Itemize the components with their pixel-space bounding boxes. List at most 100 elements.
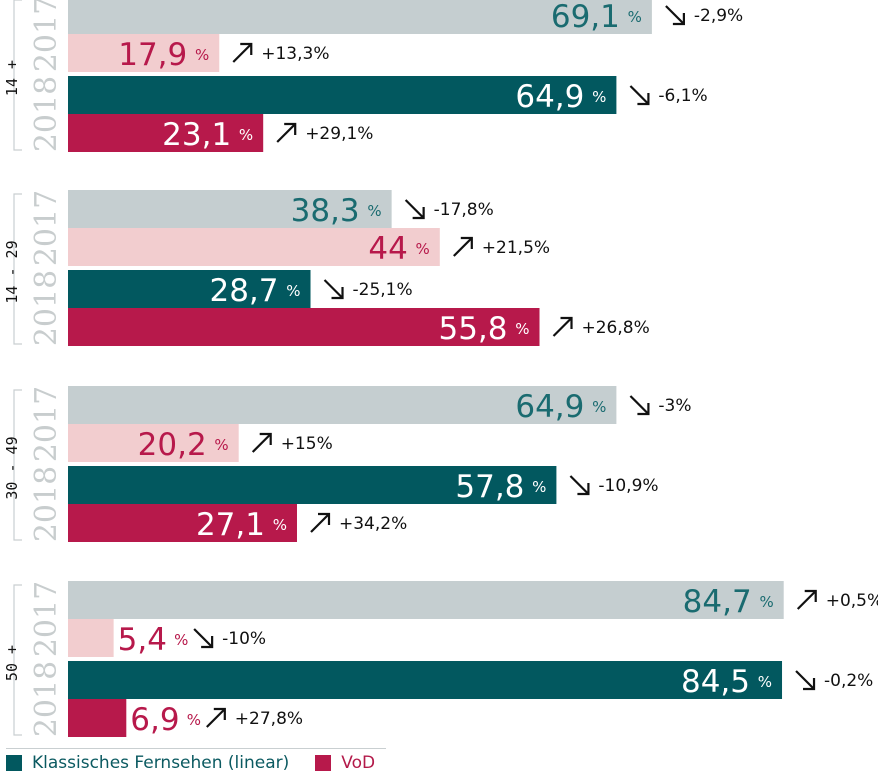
bar-linear-2017: [68, 386, 617, 424]
change-arrow: [404, 199, 425, 220]
change-arrow-head: [637, 403, 650, 416]
change-arrow-head: [804, 589, 817, 602]
bar-linear-2018: [68, 466, 557, 504]
change-arrow-head: [460, 236, 473, 249]
group-label: 14 +: [3, 60, 21, 96]
bar-linear-2017: [68, 0, 652, 34]
change-arrow-shaft: [232, 43, 253, 63]
bar-vod-2017: [68, 228, 440, 266]
data-label-percent: %: [286, 282, 300, 300]
group-2: 14 - 29 2017 2018% 38,3 -17,8%% 44 +21,5%% 28,7…: [3, 190, 650, 347]
group-bracket: [13, 584, 22, 736]
change-label: -10%: [222, 629, 266, 649]
data-label-percent: %: [532, 478, 546, 496]
group-label: 50 +: [3, 645, 21, 681]
data-label-percent: %: [195, 46, 209, 64]
change-arrow-shaft: [795, 670, 815, 690]
change-label: -10,9%: [598, 476, 658, 496]
change-label: +29,1%: [305, 124, 373, 144]
change-arrow-shaft: [629, 85, 650, 105]
year-label-2018: 2018: [29, 76, 64, 152]
year-label-2017: 2017: [29, 190, 64, 266]
legend-label-linear: Klassisches Fernsehen (linear): [32, 753, 290, 773]
change-arrow: [795, 670, 816, 691]
change-arrow-head: [803, 678, 816, 691]
year-label-2017: 2017: [29, 581, 64, 657]
change-arrow: [193, 628, 214, 649]
change-arrow-shaft: [323, 279, 344, 299]
data-label-value: 27,1: [196, 507, 265, 543]
year-label-2018: 2018: [29, 270, 64, 346]
change-arrow-shaft: [310, 513, 330, 533]
data-label-percent: %: [273, 516, 287, 534]
data-label-value: 28,7: [209, 273, 278, 309]
change-arrow-shaft: [404, 199, 425, 219]
change-arrow-shaft: [629, 395, 650, 415]
change-arrow-head: [331, 287, 344, 300]
change-arrow-shaft: [251, 433, 272, 453]
change-arrow-shaft: [276, 123, 296, 143]
change-arrow-shaft: [453, 237, 473, 257]
data-label-percent: %: [416, 240, 430, 258]
data-label-value: 44: [368, 231, 407, 267]
bar-linear-2017: [68, 581, 784, 619]
data-label-percent: %: [758, 673, 772, 691]
bar-vod-2017: [68, 619, 114, 657]
change-arrow-head: [577, 483, 590, 496]
bar-linear-2018: [68, 270, 311, 308]
year-label-2017: 2017: [29, 386, 64, 462]
change-arrow: [453, 236, 473, 257]
legend-item-vod: VoD: [315, 753, 375, 773]
bar-linear-2017: [68, 190, 392, 228]
data-label-value: 38,3: [291, 193, 360, 229]
change-arrow: [232, 42, 253, 63]
bar-linear-2018: [68, 661, 783, 699]
year-label-2018: 2018: [29, 661, 64, 737]
change-label: +21,5%: [482, 238, 550, 258]
data-label-value: 5,4: [118, 622, 167, 658]
change-label: -6,1%: [658, 86, 707, 106]
data-label-percent: %: [628, 8, 642, 26]
change-arrow-shaft: [665, 5, 685, 25]
legend-swatch-vod: [315, 755, 332, 771]
data-label-value: 17,9: [118, 37, 187, 73]
change-label: +15%: [281, 434, 333, 454]
change-arrow: [665, 5, 685, 26]
change-arrow: [276, 122, 297, 143]
data-label-percent: %: [239, 126, 253, 144]
change-arrow-head: [412, 207, 425, 220]
change-arrow: [629, 85, 650, 106]
data-label-value: 84,7: [683, 584, 752, 620]
change-arrow-head: [240, 42, 253, 55]
change-arrow-head: [672, 13, 685, 26]
group-bracket: [13, 193, 22, 345]
change-label: -0,2%: [824, 671, 873, 691]
group-4: 50 + 2017 2018% 84,7 +0,5% 5,4% -10%% 84,5 -0,2%…: [3, 581, 878, 738]
change-label: +27,8%: [235, 709, 303, 729]
data-label-value: 69,1: [551, 0, 620, 35]
change-arrow-shaft: [796, 590, 817, 610]
bar-vod-2018: [68, 114, 264, 152]
change-arrow-head: [560, 316, 573, 329]
data-label-percent: %: [187, 711, 201, 729]
bar-vod-2017: [68, 424, 239, 462]
data-label-percent: %: [174, 631, 188, 649]
legend-item-linear: Klassisches Fernsehen (linear): [6, 753, 289, 773]
group-bracket: [13, 389, 22, 541]
group-bracket: [13, 0, 22, 151]
change-arrow: [552, 316, 573, 337]
bar-vod-2018: [68, 308, 540, 346]
data-label-value: 55,8: [438, 311, 507, 347]
change-arrow: [206, 707, 226, 728]
change-arrow-head: [317, 512, 331, 525]
change-label: +34,2%: [339, 514, 407, 534]
year-label-2018: 2018: [29, 466, 64, 542]
change-arrow: [569, 475, 590, 496]
change-label: -3%: [658, 396, 691, 416]
change-arrow-head: [259, 432, 272, 445]
data-label-value: 23,1: [162, 117, 231, 153]
change-arrow-shaft: [193, 628, 213, 648]
bar-linear-2018: [68, 76, 617, 114]
legend-swatch-linear: [6, 755, 22, 771]
